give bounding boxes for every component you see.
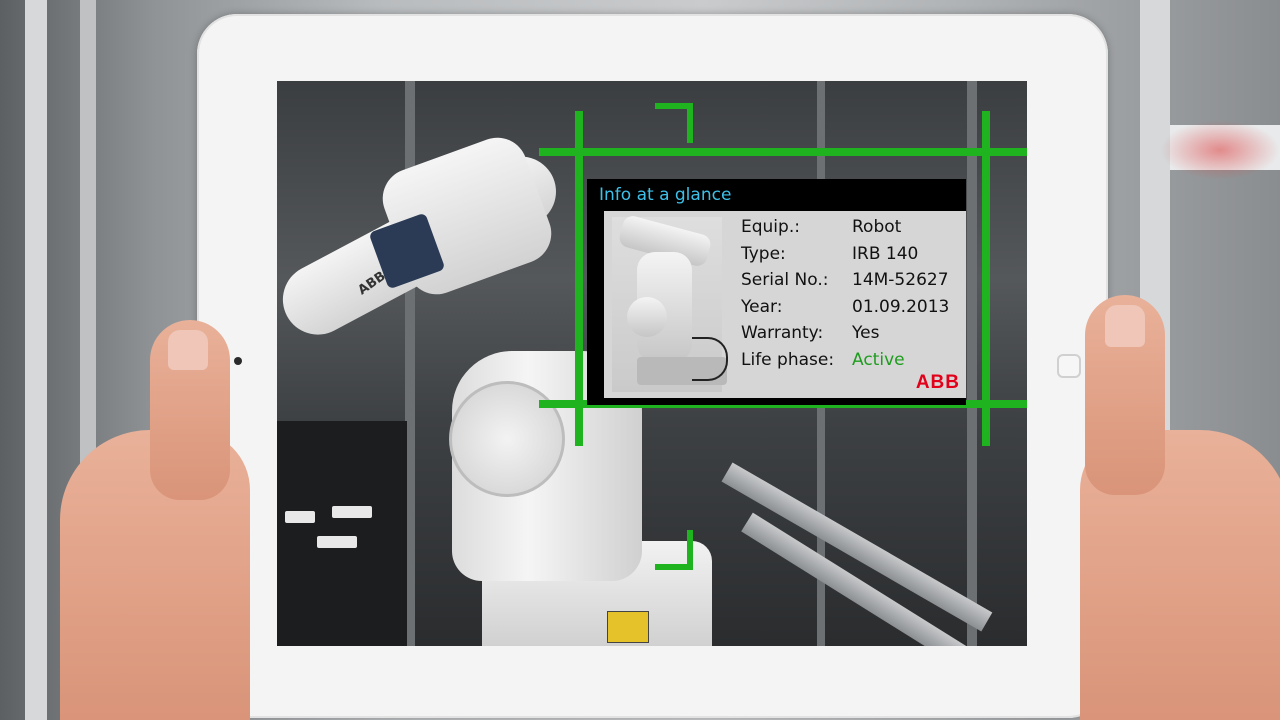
scene-post: [405, 81, 415, 646]
tablet-device: ABB Info at a glance: [197, 14, 1108, 718]
ar-frame-corner: [655, 564, 693, 570]
conveyor-belt: [277, 421, 407, 646]
info-key: Type:: [741, 243, 786, 264]
info-value: Yes: [852, 323, 880, 344]
thumb-cable: [692, 337, 728, 381]
camera-icon: [234, 357, 242, 365]
conveyor-part: [317, 536, 357, 548]
conveyor-rail: [721, 462, 993, 632]
thumb-joint: [627, 297, 667, 337]
info-panel[interactable]: Info at a glance Equip.: Robot Type:: [587, 179, 966, 405]
info-value: 01.09.2013: [852, 296, 950, 317]
conveyor-rail: [741, 512, 991, 646]
info-key: Life phase:: [741, 349, 835, 370]
home-button[interactable]: [1057, 354, 1081, 378]
thumbnail-nail: [1105, 305, 1145, 347]
info-key: Serial No.:: [741, 270, 829, 291]
background-post: [25, 0, 47, 720]
robot-joint: [449, 381, 565, 497]
ar-frame-line: [575, 111, 583, 446]
ar-frame-corner: [687, 530, 693, 570]
left-thumb: [150, 320, 230, 500]
ar-frame-corner: [687, 103, 693, 143]
conveyor-part: [285, 511, 315, 523]
info-panel-body: Equip.: Robot Type: IRB 140 Serial No.: …: [604, 211, 966, 398]
right-thumb: [1085, 295, 1165, 495]
info-key: Warranty:: [741, 323, 824, 344]
info-panel-title: Info at a glance: [599, 185, 732, 205]
conveyor-part: [332, 506, 372, 518]
info-key: Year:: [741, 296, 783, 317]
thumbnail-nail: [168, 330, 208, 370]
warning-sticker-icon: [607, 611, 649, 643]
abb-logo: ABB: [915, 372, 960, 393]
scene-post: [967, 81, 977, 646]
info-value: 14M-52627: [852, 270, 949, 291]
ar-frame-line: [539, 148, 1027, 156]
info-value: Robot: [852, 217, 902, 237]
info-value: IRB 140: [852, 243, 919, 264]
robot-thumbnail: [612, 213, 728, 392]
ar-camera-view[interactable]: ABB Info at a glance: [277, 81, 1027, 646]
ar-frame-line: [982, 111, 990, 446]
life-phase-status: Active: [852, 349, 905, 370]
ar-frame-corner: [655, 103, 693, 109]
info-key: Equip.:: [741, 217, 800, 237]
background-red-light: [1160, 120, 1280, 180]
